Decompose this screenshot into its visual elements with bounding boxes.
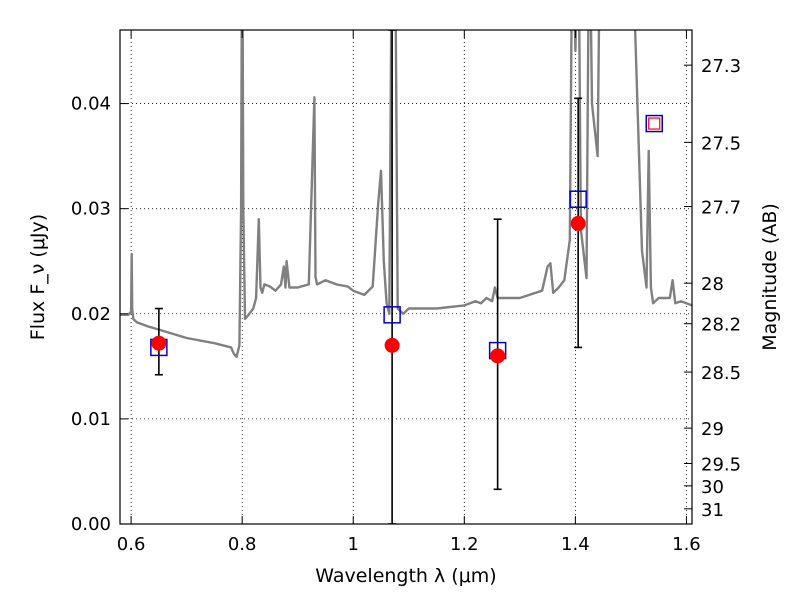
x-tick-label: 0.8 — [228, 534, 257, 555]
y-tick-label: 0.00 — [71, 514, 111, 535]
x-tick-label: 1.6 — [672, 534, 701, 555]
inner-square-marker — [648, 117, 661, 130]
y2-tick-label: 29 — [701, 419, 724, 440]
y-tick-label: 0.04 — [71, 94, 111, 115]
y2-tick-label: 27.5 — [701, 133, 741, 154]
y-tick-label: 0.03 — [71, 199, 111, 220]
observed-circle-marker — [490, 348, 506, 364]
model-square-marker — [383, 306, 401, 324]
data-points — [150, 114, 663, 364]
y2-tick-label: 28 — [701, 274, 724, 295]
y2-tick-label: 29.5 — [701, 455, 741, 476]
y-tick-label: 0.01 — [71, 409, 111, 430]
template-spectrum — [120, 30, 692, 359]
axes: 0.6 0.8 1 1.2 1.4 1.6 0.00 0.01 0.02 0.03 0.04 27.3… — [71, 30, 741, 555]
x-tick-label: 1 — [348, 534, 359, 555]
y2-axis-title: Magnitude (AB) — [759, 203, 781, 351]
x-tick-label: 1.2 — [450, 534, 479, 555]
x-axis-title: Wavelength λ (μm) — [315, 565, 496, 587]
y2-tick-label: 31 — [701, 500, 724, 521]
x-tick-label: 1.4 — [561, 534, 590, 555]
y2-tick-label: 28.2 — [701, 315, 741, 336]
plot-frame — [119, 29, 693, 525]
observed-circle-marker — [570, 215, 586, 231]
y2-tick-label: 28.5 — [701, 363, 741, 384]
y-axis-title: Flux F_ν (μJy) — [27, 214, 49, 340]
y2-tick-label: 27.3 — [701, 56, 741, 77]
observed-circle-marker — [384, 337, 400, 353]
observed-circle-marker — [151, 335, 167, 351]
template-spectrum-line — [120, 30, 692, 359]
y2-tick-label: 27.7 — [701, 198, 741, 219]
x-tick-label: 0.6 — [117, 534, 146, 555]
y-tick-label: 0.02 — [71, 304, 111, 325]
model-square-marker — [569, 190, 587, 208]
model-square-marker — [645, 114, 663, 133]
y2-tick-label: 30 — [701, 477, 724, 498]
